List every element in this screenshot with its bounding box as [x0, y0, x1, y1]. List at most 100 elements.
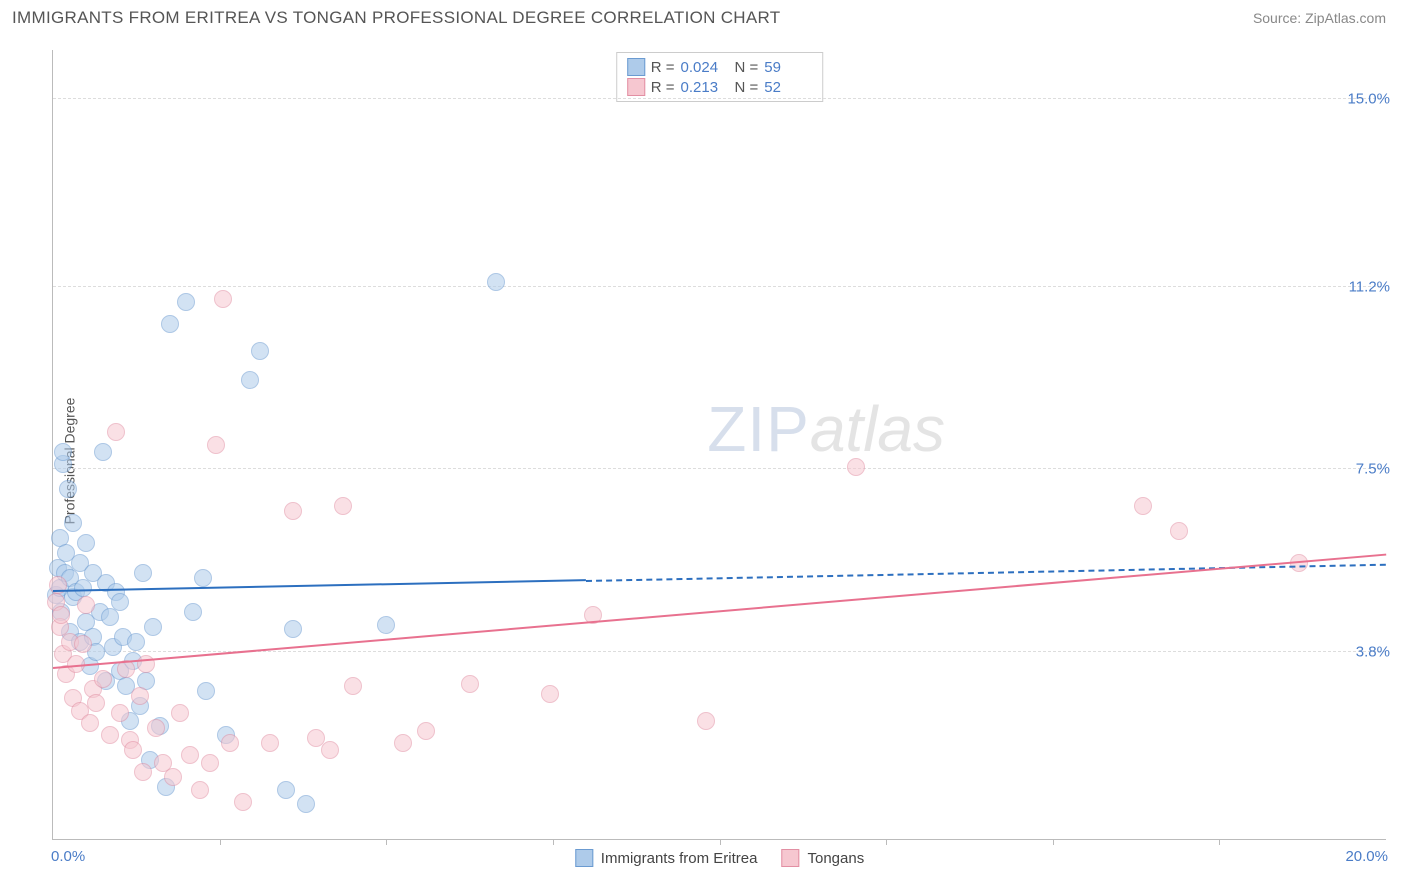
legend-series-label: Immigrants from Eritrea [601, 850, 758, 867]
legend-stats: R =0.024N =59R =0.213N =52 [616, 52, 824, 102]
legend-swatch [627, 58, 645, 76]
scatter-point [64, 514, 82, 532]
legend-series: Immigrants from Eritrea Tongans [575, 849, 864, 867]
scatter-point [697, 712, 715, 730]
scatter-point [127, 633, 145, 651]
legend-r-label: R = [651, 59, 675, 76]
y-tick-label: 7.5% [1346, 461, 1390, 478]
scatter-point [277, 781, 295, 799]
scatter-point [134, 763, 152, 781]
scatter-point [377, 616, 395, 634]
scatter-point [334, 497, 352, 515]
scatter-point [94, 443, 112, 461]
scatter-point [541, 685, 559, 703]
scatter-point [1170, 522, 1188, 540]
scatter-point [181, 746, 199, 764]
x-tick [220, 839, 221, 845]
scatter-point [344, 677, 362, 695]
scatter-point [461, 675, 479, 693]
scatter-point [147, 719, 165, 737]
scatter-point [81, 714, 99, 732]
scatter-point [111, 704, 129, 722]
legend-stat-row: R =0.024N =59 [627, 57, 813, 77]
scatter-point [197, 682, 215, 700]
legend-r-label: R = [651, 79, 675, 96]
scatter-point [131, 687, 149, 705]
legend-swatch [781, 849, 799, 867]
y-tick-label: 11.2% [1339, 278, 1390, 295]
scatter-point [161, 315, 179, 333]
chart-title: IMMIGRANTS FROM ERITREA VS TONGAN PROFES… [12, 8, 780, 28]
x-tick [720, 839, 721, 845]
watermark-atlas: atlas [810, 393, 945, 465]
scatter-point [134, 564, 152, 582]
y-tick-label: 3.8% [1346, 643, 1390, 660]
scatter-point [144, 618, 162, 636]
scatter-point [284, 620, 302, 638]
scatter-point [214, 290, 232, 308]
chart-header: IMMIGRANTS FROM ERITREA VS TONGAN PROFES… [0, 0, 1406, 32]
scatter-point [107, 423, 125, 441]
gridline [53, 98, 1386, 99]
scatter-point [191, 781, 209, 799]
x-tick [386, 839, 387, 845]
scatter-point [52, 606, 70, 624]
legend-n-label: N = [735, 59, 759, 76]
scatter-point [124, 741, 142, 759]
y-tick-label: 15.0% [1337, 91, 1390, 108]
x-tick [553, 839, 554, 845]
scatter-point [201, 754, 219, 772]
scatter-point [164, 768, 182, 786]
watermark: ZIPatlas [707, 392, 945, 466]
legend-n-label: N = [735, 79, 759, 96]
scatter-point [221, 734, 239, 752]
legend-swatch [627, 78, 645, 96]
x-axis-end-label: 20.0% [1345, 848, 1388, 865]
legend-item: Tongans [781, 849, 864, 867]
scatter-point [94, 670, 112, 688]
scatter-point [847, 458, 865, 476]
scatter-point [111, 593, 129, 611]
scatter-point [487, 273, 505, 291]
trend-line [53, 580, 586, 593]
scatter-point [74, 635, 92, 653]
gridline [53, 468, 1386, 469]
gridline [53, 286, 1386, 287]
x-axis-start-label: 0.0% [51, 848, 85, 865]
scatter-point [101, 726, 119, 744]
plot-area: ZIPatlas R =0.024N =59R =0.213N =52 0.0%… [52, 50, 1386, 840]
trend-line [586, 563, 1386, 581]
scatter-point [297, 795, 315, 813]
scatter-point [394, 734, 412, 752]
x-tick [1053, 839, 1054, 845]
scatter-point [171, 704, 189, 722]
legend-stat-row: R = 0.213 N = 52 [627, 77, 813, 97]
scatter-point [54, 443, 72, 461]
scatter-point [1134, 497, 1152, 515]
scatter-point [321, 741, 339, 759]
scatter-point [177, 293, 195, 311]
scatter-point [417, 722, 435, 740]
scatter-point [77, 534, 95, 552]
x-tick [1219, 839, 1220, 845]
scatter-point [77, 596, 95, 614]
legend-item: Immigrants from Eritrea [575, 849, 758, 867]
scatter-point [207, 436, 225, 454]
legend-series-label: Tongans [807, 850, 864, 867]
scatter-point [284, 502, 302, 520]
scatter-point [251, 342, 269, 360]
watermark-zip: ZIP [707, 393, 810, 465]
scatter-point [261, 734, 279, 752]
scatter-point [87, 694, 105, 712]
scatter-point [59, 480, 77, 498]
x-tick [886, 839, 887, 845]
legend-swatch [575, 849, 593, 867]
scatter-point [241, 371, 259, 389]
legend-n-value: 52 [764, 79, 812, 96]
legend-r-value: 0.024 [681, 59, 729, 76]
legend-r-value: 0.213 [681, 79, 729, 96]
scatter-point [194, 569, 212, 587]
source-attribution: Source: ZipAtlas.com [1253, 10, 1386, 26]
scatter-point [234, 793, 252, 811]
chart-container: Professional Degree ZIPatlas R =0.024N =… [12, 42, 1394, 880]
